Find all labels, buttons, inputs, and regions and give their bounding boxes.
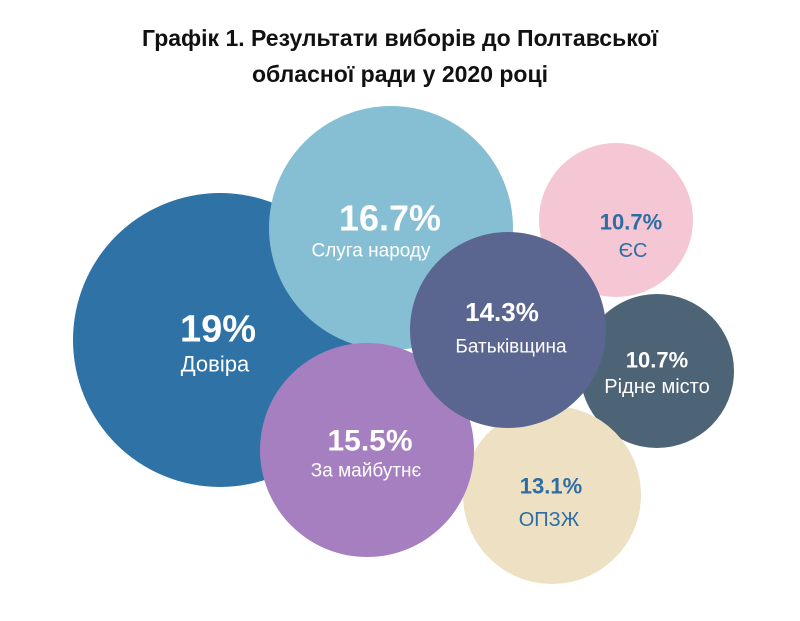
- bubble-circle: [410, 232, 606, 428]
- bubble-value-label: 16.7%: [339, 198, 441, 239]
- bubble-party-label: Довіра: [181, 352, 250, 377]
- bubble-3: 10.7% Рідне місто: [580, 294, 734, 448]
- bubble-value-label: 13.1%: [520, 474, 582, 499]
- bubble-4: 13.1% ОПЗЖ: [463, 406, 641, 584]
- bubble-value-label: 10.7%: [626, 348, 688, 373]
- chart-title-line2: обласної ради у 2020 році: [251, 61, 548, 87]
- bubble-5: 15.5% За майбутнє: [260, 343, 474, 557]
- bubble-circle: [539, 143, 693, 297]
- bubble-party-label: Слуга народу: [311, 241, 431, 262]
- bubble-party-label: Рідне місто: [604, 376, 709, 398]
- bubble-circle: [580, 294, 734, 448]
- bubble-circle: [260, 343, 474, 557]
- bubble-party-label: Батьківщина: [455, 337, 567, 358]
- bubble-value-label: 15.5%: [327, 425, 412, 458]
- bubble-circle: [463, 406, 641, 584]
- bubble-value-label: 19%: [180, 308, 256, 350]
- bubble-party-label: ОПЗЖ: [519, 509, 580, 531]
- bubble-2: 10.7% ЄС: [539, 143, 693, 297]
- bubble-value-label: 14.3%: [465, 297, 539, 327]
- chart-title: Графік 1. Результати виборів до Полтавсь…: [0, 20, 800, 92]
- bubble-party-label: ЄС: [619, 240, 648, 262]
- bubble-party-label: За майбутнє: [311, 461, 422, 482]
- bubble-value-label: 10.7%: [600, 210, 662, 235]
- chart-title-line1: Графік 1. Результати виборів до Полтавсь…: [142, 25, 658, 51]
- bubble-6: 14.3% Батьківщина: [410, 232, 606, 428]
